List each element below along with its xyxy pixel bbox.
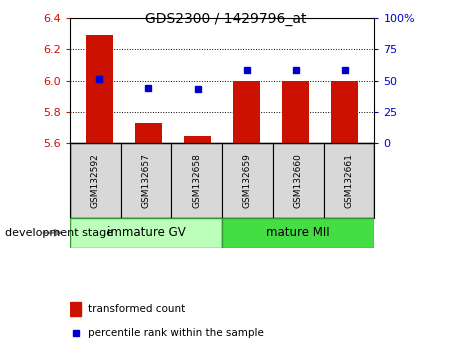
Text: GSM132659: GSM132659 <box>243 153 252 208</box>
Text: GSM132658: GSM132658 <box>192 153 201 208</box>
Text: GSM132660: GSM132660 <box>294 153 303 208</box>
Text: GSM132661: GSM132661 <box>345 153 354 208</box>
Text: GDS2300 / 1429796_at: GDS2300 / 1429796_at <box>145 12 306 27</box>
Text: development stage: development stage <box>5 228 113 238</box>
Bar <box>70 143 121 218</box>
Bar <box>70 218 222 248</box>
Bar <box>86 35 113 143</box>
Bar <box>222 218 374 248</box>
Bar <box>121 143 171 218</box>
Bar <box>273 143 324 218</box>
Text: transformed count: transformed count <box>88 304 185 314</box>
Bar <box>323 143 374 218</box>
Text: GSM132592: GSM132592 <box>91 153 100 208</box>
Text: GSM132657: GSM132657 <box>142 153 151 208</box>
Bar <box>184 136 211 143</box>
Bar <box>135 123 162 143</box>
Bar <box>331 80 359 143</box>
Text: percentile rank within the sample: percentile rank within the sample <box>88 328 264 338</box>
Text: mature MII: mature MII <box>267 226 330 239</box>
Bar <box>233 80 260 143</box>
Bar <box>282 80 309 143</box>
Bar <box>222 143 273 218</box>
Bar <box>171 143 222 218</box>
Bar <box>70 302 82 316</box>
Text: immature GV: immature GV <box>106 226 185 239</box>
